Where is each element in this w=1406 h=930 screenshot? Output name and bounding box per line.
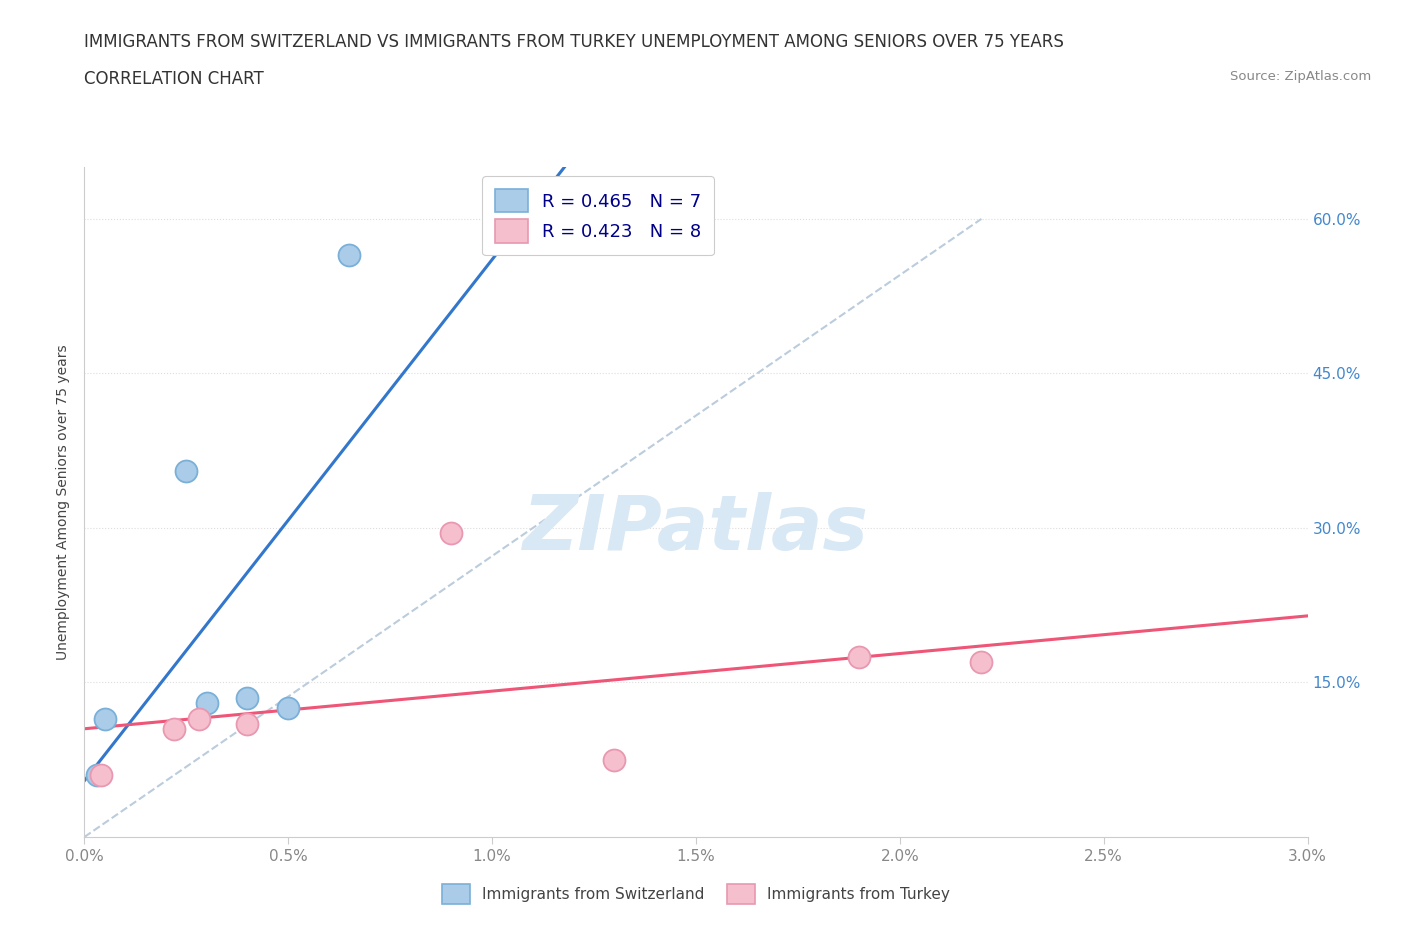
Text: CORRELATION CHART: CORRELATION CHART [84,70,264,87]
Text: ZIPatlas: ZIPatlas [523,492,869,566]
Y-axis label: Unemployment Among Seniors over 75 years: Unemployment Among Seniors over 75 years [56,344,70,660]
Point [848,649,870,664]
Point [236,716,259,731]
Point [603,752,626,767]
Point [339,247,361,262]
Legend: Immigrants from Switzerland, Immigrants from Turkey: Immigrants from Switzerland, Immigrants … [436,878,956,910]
Text: IMMIGRANTS FROM SWITZERLAND VS IMMIGRANTS FROM TURKEY UNEMPLOYMENT AMONG SENIORS: IMMIGRANTS FROM SWITZERLAND VS IMMIGRANT… [84,33,1064,50]
Point [236,690,259,705]
Point [90,768,112,783]
Point [163,722,186,737]
Point [187,711,209,726]
Point [195,696,218,711]
Point [86,768,108,783]
Point [970,655,993,670]
Point [174,464,197,479]
Point [93,711,115,726]
Point [277,701,299,716]
Point [440,525,463,540]
Text: Source: ZipAtlas.com: Source: ZipAtlas.com [1230,70,1371,83]
